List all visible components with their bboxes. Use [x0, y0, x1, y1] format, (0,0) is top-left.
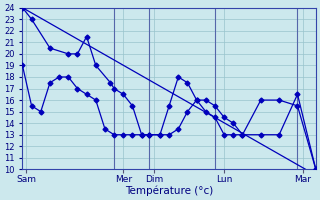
X-axis label: Température (°c): Température (°c)	[125, 185, 213, 196]
